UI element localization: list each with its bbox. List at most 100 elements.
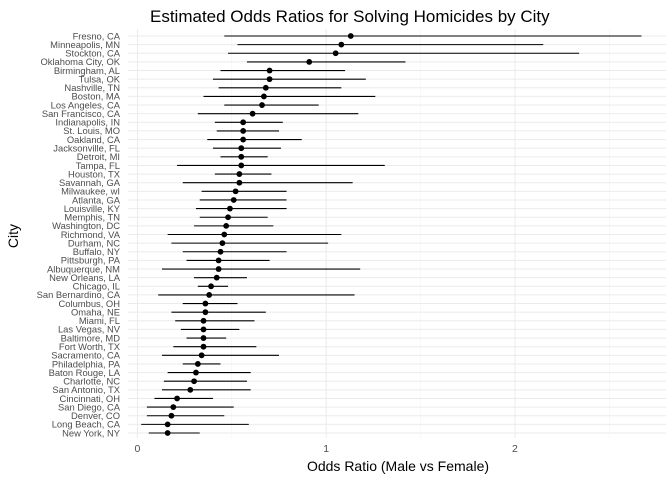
y-tick-label: Miami, FL	[79, 315, 120, 326]
point-estimate	[215, 257, 222, 264]
point-estimate	[208, 283, 214, 290]
y-tick-label: Cincinnati, OH	[60, 393, 120, 404]
point-estimate	[240, 119, 247, 126]
y-tick-label: Omaha, NE	[71, 306, 120, 317]
y-tick-label: Tulsa, OK	[79, 73, 121, 84]
point-estimate	[332, 50, 339, 57]
point-estimate	[347, 33, 354, 39]
point-estimate	[213, 274, 220, 281]
y-tick-label: Richmond, VA	[61, 229, 121, 240]
point-estimate	[227, 205, 233, 212]
point-estimate	[232, 188, 239, 195]
point-estimate	[164, 421, 171, 428]
y-tick-label: Jacksonville, FL	[53, 142, 120, 153]
point-estimate	[200, 326, 207, 333]
y-tick-label: New York, NY	[62, 427, 121, 438]
point-estimate	[193, 369, 199, 376]
x-axis-title: Odds Ratio (Male vs Female)	[307, 458, 489, 474]
y-tick-label: Fresno, CA	[73, 30, 121, 41]
point-estimate	[236, 179, 243, 186]
point-estimate	[249, 110, 256, 117]
y-tick-label: Louisville, KY	[64, 203, 121, 214]
point-estimate	[306, 58, 313, 65]
confidence-intervals	[141, 35, 642, 434]
point-estimate	[261, 93, 267, 100]
point-estimate	[206, 292, 213, 298]
point-estimate	[219, 240, 226, 247]
y-tick-label: St. Louis, MO	[63, 125, 120, 136]
y-tick-label: Washington, DC	[52, 220, 120, 231]
y-tick-label: Oklahoma City, OK	[40, 56, 120, 67]
point-estimate	[191, 378, 197, 385]
y-tick-label: Los Angeles, CA	[51, 99, 121, 110]
point-estimate	[170, 404, 177, 411]
y-tick-label: San Francisco, CA	[42, 108, 121, 119]
point-estimate	[174, 395, 180, 402]
y-tick-label: San Diego, CA	[58, 401, 121, 412]
point-estimate	[240, 128, 247, 134]
point-estimate	[240, 136, 247, 143]
point-estimate	[217, 248, 224, 255]
y-tick-label: San Antonio, TX	[52, 384, 120, 395]
point-estimate	[202, 309, 209, 316]
point-estimate	[238, 153, 245, 160]
y-tick-label: Sacramento, CA	[51, 350, 121, 361]
y-tick-label: Tampa, FL	[76, 160, 120, 171]
point-estimate	[238, 162, 245, 169]
point-estimate	[221, 231, 228, 238]
point-estimate	[262, 84, 269, 91]
point-estimate	[200, 317, 207, 324]
point-estimate	[168, 412, 175, 419]
chart-title: Estimated Odds Ratios for Solving Homici…	[150, 7, 550, 26]
y-tick-label: Philadelphia, PA	[52, 358, 121, 369]
y-tick-label: Columbus, OH	[59, 298, 120, 309]
x-tick-label: 0	[135, 443, 141, 455]
point-estimate	[266, 76, 273, 83]
point-estimate	[194, 361, 201, 367]
point-estimate	[238, 145, 245, 152]
y-tick-label: Milwaukee, wI	[61, 186, 120, 197]
point-estimate	[200, 335, 207, 341]
x-tick-labels: 0 1 2	[135, 443, 519, 455]
y-tick-label: Durham, NC	[68, 237, 120, 248]
point-estimate	[338, 41, 345, 48]
point-estimate	[200, 343, 207, 350]
y-tick-label: Pittsburgh, PA	[61, 255, 121, 266]
point-estimate	[266, 67, 273, 74]
y-tick-label: Baton Rouge, LA	[49, 367, 121, 378]
point-estimate	[230, 197, 237, 203]
y-tick-label: Birmingham, AL	[54, 65, 120, 76]
point-estimate	[259, 102, 265, 108]
y-tick-label: New Orleans, LA	[49, 272, 121, 283]
y-tick-label: Denver, CO	[71, 410, 120, 421]
point-estimate	[236, 171, 243, 177]
y-tick-label: Chicago, IL	[73, 281, 120, 292]
x-tick-label: 1	[323, 443, 329, 455]
y-tick-label: Nashville, TN	[64, 82, 120, 93]
y-tick-label: Oakland, CA	[67, 134, 121, 145]
y-tick-label: Boston, MA	[72, 91, 121, 102]
y-axis-title: City	[5, 224, 21, 248]
y-tick-label: Albuquerque, NM	[47, 263, 120, 274]
point-estimate	[198, 352, 205, 359]
point-estimates	[164, 33, 354, 436]
y-tick-label: Fort Worth, TX	[59, 341, 121, 352]
y-tick-label: Baltimore, MD	[61, 332, 121, 343]
y-tick-label: Long Beach, CA	[52, 419, 121, 430]
y-tick-label: Memphis, TN	[64, 212, 120, 223]
y-tick-label: Charlotte, NC	[63, 376, 120, 387]
point-estimate	[164, 430, 171, 436]
y-tick-label: Atlanta, GA	[72, 194, 121, 205]
y-tick-label: San Bernardino, CA	[37, 289, 121, 300]
y-tick-label: Indianapolis, IN	[55, 117, 120, 128]
point-estimate	[225, 214, 231, 221]
y-tick-label: Las Vegas, NV	[58, 324, 121, 335]
point-estimate	[187, 386, 194, 393]
point-estimate	[223, 222, 230, 229]
y-tick-label: Stockton, CA	[65, 48, 120, 59]
point-estimate	[215, 266, 222, 272]
y-tick-label: Detroit, MI	[77, 151, 120, 162]
x-tick-label: 2	[512, 443, 518, 455]
grid	[128, 29, 666, 438]
